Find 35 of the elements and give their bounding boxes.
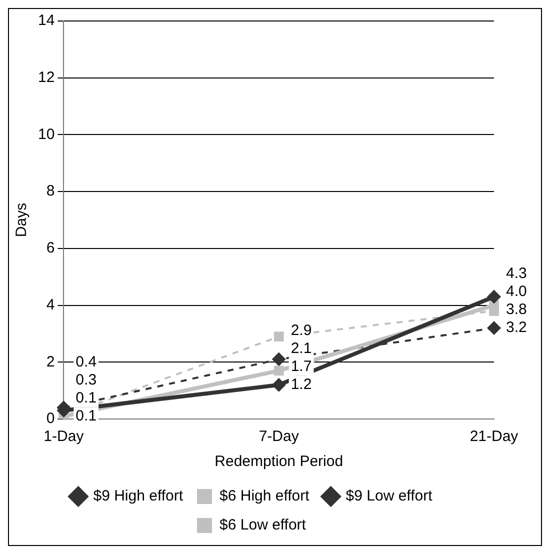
x-axis-title: Redemption Period <box>214 453 344 470</box>
data-label: 1.2 <box>290 376 312 394</box>
data-label: 4.0 <box>506 283 527 300</box>
data-label: 3.8 <box>506 301 527 318</box>
data-label: 2.9 <box>290 322 312 340</box>
y-tick-label: 10 <box>38 126 55 143</box>
point <box>274 366 284 376</box>
y-tick-label: 6 <box>46 240 55 257</box>
point <box>487 290 501 304</box>
point <box>274 332 284 342</box>
point <box>487 321 501 336</box>
data-label: 0.1 <box>76 389 97 406</box>
data-label: 3.2 <box>506 319 527 336</box>
x-tick-label: 1-Day <box>44 428 84 446</box>
y-tick-label: 2 <box>46 353 55 370</box>
legend-label: $9 Low effort <box>346 488 434 505</box>
x-tick-label: 21-Day <box>470 428 519 446</box>
point <box>272 352 286 366</box>
y-tick-label: 4 <box>46 296 55 314</box>
y-tick-label: 14 <box>38 12 55 30</box>
data-label: 4.3 <box>506 265 527 282</box>
y-tick-label: 0 <box>46 410 55 428</box>
point <box>272 378 286 392</box>
data-label: 1.7 <box>290 358 312 376</box>
legend-label: $6 High effort <box>220 488 310 505</box>
legend-label: $9 High effort <box>93 488 184 505</box>
y-tick-label: 8 <box>46 182 55 200</box>
y-tick-label: 12 <box>38 69 55 86</box>
x-tick-label: 7-Day <box>258 428 300 446</box>
y-axis-title: Days <box>13 202 30 238</box>
legend-label: $6 Low effort <box>220 516 307 534</box>
data-label: 0.1 <box>76 407 97 424</box>
data-label: 0.3 <box>76 371 97 388</box>
data-label: 0.4 <box>76 353 97 370</box>
data-label: 2.1 <box>290 340 312 358</box>
